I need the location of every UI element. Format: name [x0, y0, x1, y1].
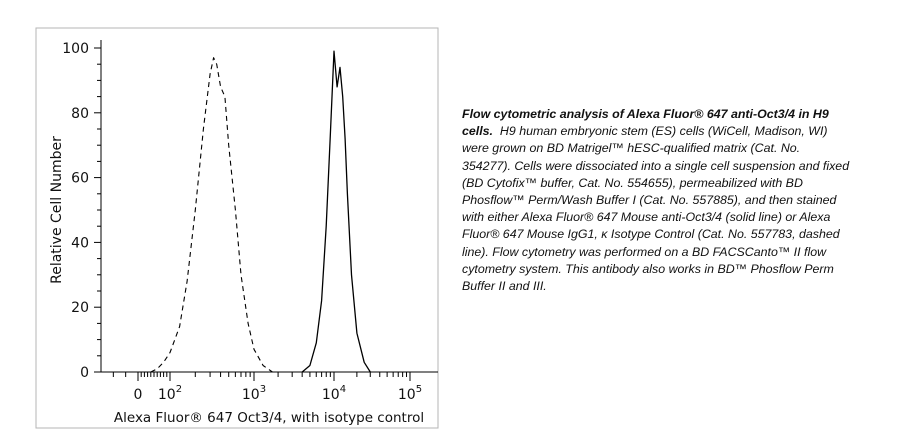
- histogram-chart: 0 20 40 60 80 100 0 102 103 104 105 Relative Cell…: [35, 27, 439, 429]
- series-layer: [150, 50, 371, 373]
- caption-lead: Flow cytometric analysis of Alexa Fluor®…: [462, 107, 829, 139]
- x-tick-label-1000: 103: [242, 384, 266, 403]
- x-tick-label-100: 102: [158, 384, 182, 403]
- plot-frame: [35, 27, 439, 429]
- figure-caption: Flow cytometric analysis of Alexa Fluor®…: [462, 106, 852, 295]
- y-tick-label-100: 100: [62, 41, 89, 57]
- x-tick-label-0: 0: [134, 387, 143, 403]
- caption-body: H9 human embryonic stem (ES) cells (WiCe…: [462, 124, 850, 294]
- y-tick-label-80: 80: [71, 106, 89, 122]
- x-tick-label-10000: 104: [322, 384, 346, 403]
- isotype-control-line: [150, 57, 273, 373]
- oct34-line: [301, 50, 371, 373]
- y-axis-label: Relative Cell Number: [49, 136, 65, 284]
- y-axis-ticks: 0 20 40 60 80 100: [62, 41, 101, 381]
- x-axis-ticks: 0 102 103 104 105: [112, 372, 422, 403]
- y-tick-label-20: 20: [71, 300, 89, 316]
- y-tick-label-60: 60: [71, 171, 89, 187]
- y-tick-label-40: 40: [71, 235, 89, 251]
- y-tick-label-0: 0: [80, 365, 89, 381]
- x-tick-label-100000: 105: [398, 384, 422, 403]
- axes: [100, 40, 438, 373]
- x-axis-label: Alexa Fluor® 647 Oct3/4, with isotype co…: [114, 410, 424, 426]
